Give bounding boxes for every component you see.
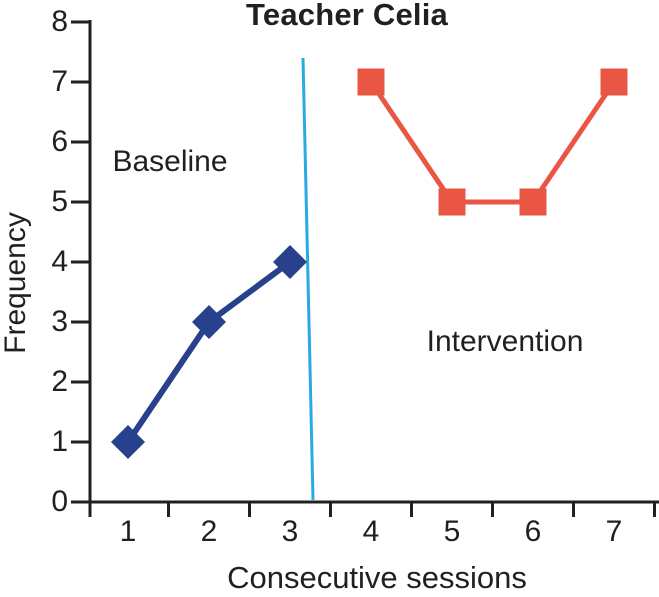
- y-tick-label: 2: [51, 365, 68, 398]
- intervention-data-point-square[interactable]: [600, 68, 628, 96]
- chart-title: Teacher Celia: [246, 0, 448, 32]
- y-tick-label: 3: [51, 305, 68, 338]
- baseline-data-point-diamond[interactable]: [273, 245, 307, 279]
- y-tick-label: 8: [51, 5, 68, 38]
- baseline-series-line: [125, 259, 293, 445]
- x-tick-label: 2: [200, 515, 218, 548]
- y-tick-label: 7: [51, 65, 68, 98]
- x-tick-label: 6: [524, 515, 542, 548]
- y-tick-label: 5: [51, 185, 68, 218]
- baseline-data-point-diamond[interactable]: [192, 305, 226, 339]
- y-tick-label: 4: [51, 245, 68, 278]
- x-tick-label: 7: [605, 515, 623, 548]
- intervention-phase-label: Intervention: [426, 325, 584, 358]
- intervention-data-point-square[interactable]: [357, 68, 385, 96]
- y-tick-label: 6: [51, 125, 68, 158]
- intervention-data-point-square[interactable]: [438, 188, 466, 216]
- x-tick-label: 4: [362, 515, 380, 548]
- x-tick-label: 5: [443, 515, 461, 548]
- x-tick-label: 3: [281, 515, 299, 548]
- y-tick-label: 1: [51, 425, 68, 458]
- x-axis-title: Consecutive sessions: [227, 560, 527, 595]
- baseline-data-point-diamond[interactable]: [111, 425, 145, 459]
- phase-change-line: [301, 57, 315, 501]
- y-tick-label: 0: [51, 485, 68, 518]
- intervention-data-point-square[interactable]: [519, 188, 547, 216]
- intervention-series-line: [368, 79, 617, 205]
- baseline-phase-label: Baseline: [112, 145, 228, 178]
- x-tick-label: 1: [119, 515, 137, 548]
